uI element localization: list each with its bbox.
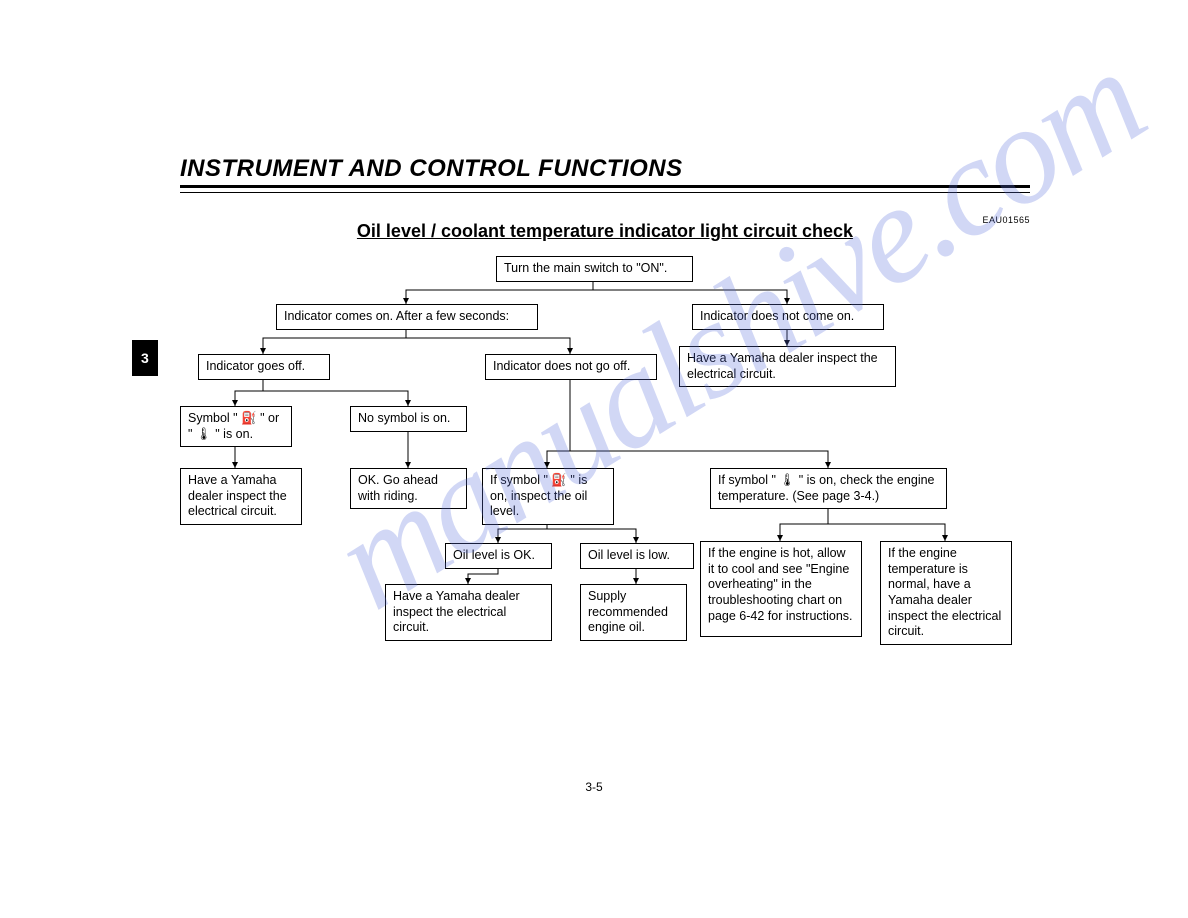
section-title: INSTRUMENT AND CONTROL FUNCTIONS: [180, 155, 1030, 188]
manual-page: INSTRUMENT AND CONTROL FUNCTIONS EAU0156…: [180, 155, 1030, 746]
flowchart-node-ok_ride: OK. Go ahead with riding.: [350, 468, 467, 509]
flowchart-node-start: Turn the main switch to "ON".: [496, 256, 693, 282]
flowchart-node-not_on: Indicator does not come on.: [692, 304, 884, 330]
flowchart-node-have_elec2: Have a Yamaha dealer inspect the electri…: [180, 468, 302, 525]
flowchart-node-if_oil: If symbol " ⛽ " is on, inspect the oil l…: [482, 468, 614, 525]
document-code: EAU01565: [982, 215, 1030, 225]
flowchart-node-engine_hot: If the engine is hot, allow it to cool a…: [700, 541, 862, 637]
chapter-tab: 3: [132, 340, 158, 376]
header-rule: [180, 192, 1030, 193]
flowchart-node-oil_low: Oil level is low.: [580, 543, 694, 569]
flowchart-node-comes_on: Indicator comes on. After a few seconds:: [276, 304, 538, 330]
flowchart-node-supply: Supply recommended engine oil.: [580, 584, 687, 641]
flowchart-node-have_elec1: Have a Yamaha dealer inspect the electri…: [679, 346, 896, 387]
flowchart-node-have_elec3: Have a Yamaha dealer inspect the electri…: [385, 584, 552, 641]
flowchart-diagram: Turn the main switch to "ON". Indicator c…: [180, 246, 1030, 746]
flowchart-node-goes_off: Indicator goes off.: [198, 354, 330, 380]
flowchart-node-oil_ok: Oil level is OK.: [445, 543, 552, 569]
flowchart-node-symbol_on: Symbol " ⛽ " or " 🌡 " is on.: [180, 406, 292, 447]
flowchart-node-not_off: Indicator does not go off.: [485, 354, 657, 380]
flowchart-node-if_temp: If symbol " 🌡 " is on, check the engine …: [710, 468, 947, 509]
flowchart-node-no_symbol: No symbol is on.: [350, 406, 467, 432]
page-number: 3-5: [0, 780, 1188, 794]
chart-title: Oil level / coolant temperature indicato…: [180, 221, 1030, 242]
flowchart-node-temp_norm: If the engine temperature is normal, hav…: [880, 541, 1012, 645]
